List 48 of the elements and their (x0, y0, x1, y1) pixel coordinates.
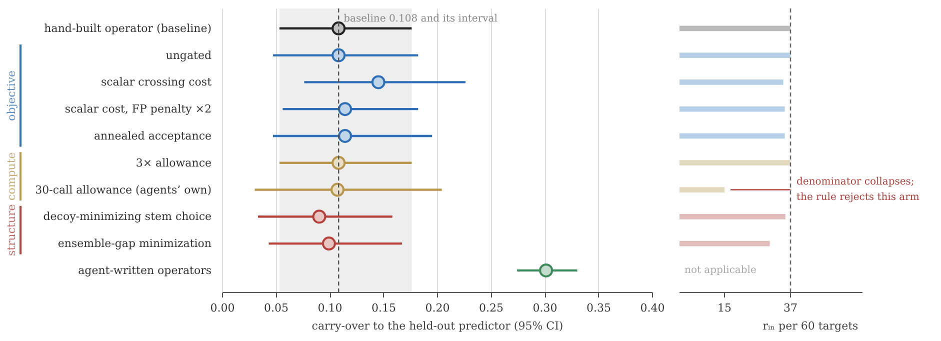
y-tick-label: ungated (166, 48, 212, 62)
bar (680, 160, 790, 166)
annotation: not applicable (684, 264, 756, 276)
y-tick-label: hand-built operator (baseline) (44, 22, 212, 35)
point (332, 48, 346, 62)
text: compute (5, 152, 18, 200)
bar (680, 133, 785, 139)
point (322, 236, 336, 251)
point (539, 263, 554, 278)
x-tick-label: 0.40 (640, 302, 665, 314)
annotation: denominator collapses; the rule rejects this arm (796, 176, 920, 203)
bar (680, 240, 770, 246)
y-tick-label: 30-call allowance (agents’ own) (35, 183, 212, 196)
x-axis-title: rᵢₙ per 60 targets (762, 320, 859, 332)
y-tick-label: decoy-minimizing stem choice (43, 210, 212, 224)
x-tick-label: 15 (718, 302, 732, 314)
y-tick-label: scalar cost, FP penalty ×2 (64, 102, 212, 116)
point (330, 182, 345, 197)
x-tick-label: 0.20 (425, 302, 450, 314)
x-tick-label: 0.10 (318, 302, 342, 314)
text: structure (5, 204, 18, 256)
y-tick-label: 3× allowance (136, 156, 212, 170)
x-tick-label: 0.35 (586, 302, 612, 314)
y-tick-label: annealed acceptance (94, 129, 212, 142)
y-tick-label: ensemble-gap minimization (58, 237, 212, 250)
point (312, 210, 326, 224)
x-tick-label: 0.15 (372, 302, 396, 314)
ref-line-label: baseline 0.108 and its interval (344, 13, 498, 24)
bar (680, 52, 790, 58)
text: objective (5, 70, 18, 121)
point (338, 102, 352, 116)
point (338, 128, 352, 143)
bar (680, 80, 784, 85)
y-tick-label: scalar crossing cost (100, 76, 212, 89)
x-tick-label: 0.05 (264, 302, 289, 314)
point (332, 21, 346, 36)
x-tick-label: 37 (784, 302, 798, 314)
x-axis-title: carry-over to the held-out predictor (95% CI) (312, 320, 564, 332)
bar (680, 106, 785, 112)
bar (680, 214, 786, 220)
bar (680, 187, 724, 192)
point (332, 156, 346, 170)
x-tick-label: 0.30 (532, 302, 558, 314)
x-tick-label: 0.00 (210, 302, 235, 314)
x-tick-label: 0.25 (479, 302, 504, 314)
y-tick-label: agent-written operators (78, 264, 212, 277)
bar (680, 26, 790, 32)
point (371, 75, 386, 90)
